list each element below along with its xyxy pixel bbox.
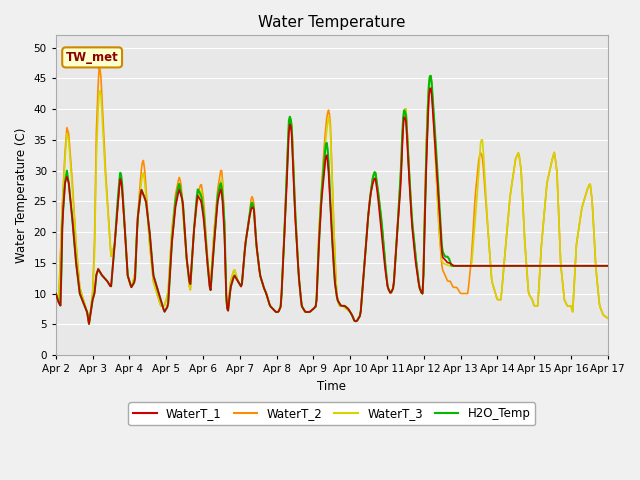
Title: Water Temperature: Water Temperature — [258, 15, 406, 30]
Legend: WaterT_1, WaterT_2, WaterT_3, H2O_Temp: WaterT_1, WaterT_2, WaterT_3, H2O_Temp — [128, 402, 535, 425]
X-axis label: Time: Time — [317, 380, 346, 393]
Text: TW_met: TW_met — [66, 51, 118, 64]
Y-axis label: Water Temperature (C): Water Temperature (C) — [15, 128, 28, 263]
